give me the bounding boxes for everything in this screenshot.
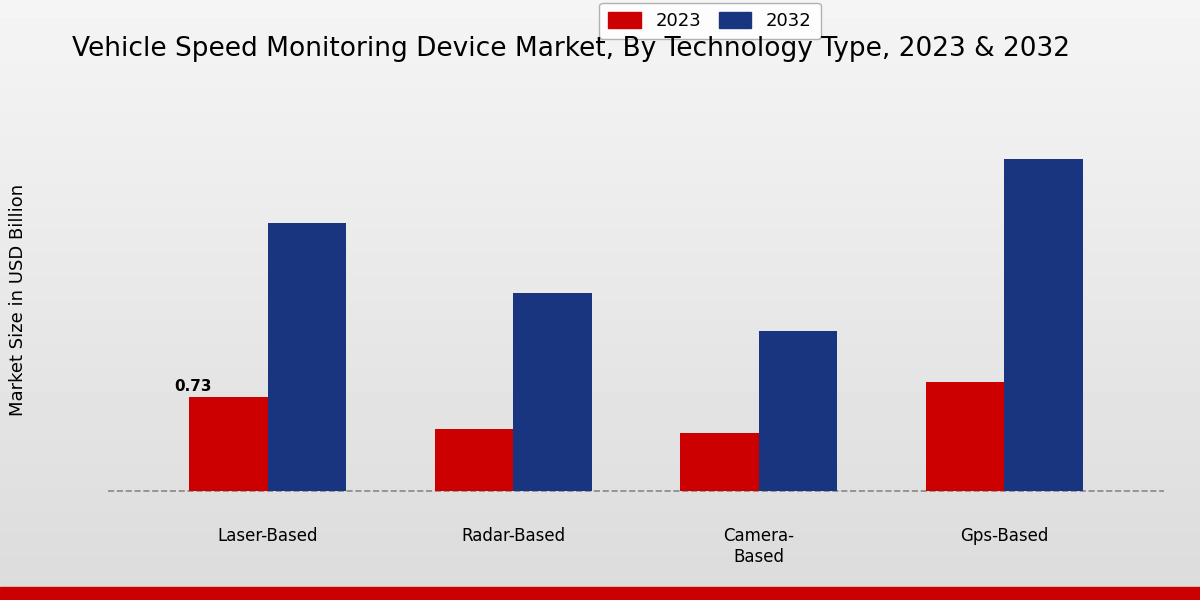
Bar xyxy=(925,382,1004,491)
Bar xyxy=(758,331,838,491)
Text: 0.73: 0.73 xyxy=(174,379,212,394)
Bar xyxy=(268,223,347,491)
Legend: 2023, 2032: 2023, 2032 xyxy=(599,3,821,39)
Bar xyxy=(434,430,514,491)
Bar xyxy=(514,293,592,491)
Bar xyxy=(680,433,758,491)
Text: Market Size in USD Billion: Market Size in USD Billion xyxy=(8,184,28,416)
Bar xyxy=(190,397,268,491)
Bar xyxy=(1004,159,1082,491)
Text: Vehicle Speed Monitoring Device Market, By Technology Type, 2023 & 2032: Vehicle Speed Monitoring Device Market, … xyxy=(72,36,1070,62)
